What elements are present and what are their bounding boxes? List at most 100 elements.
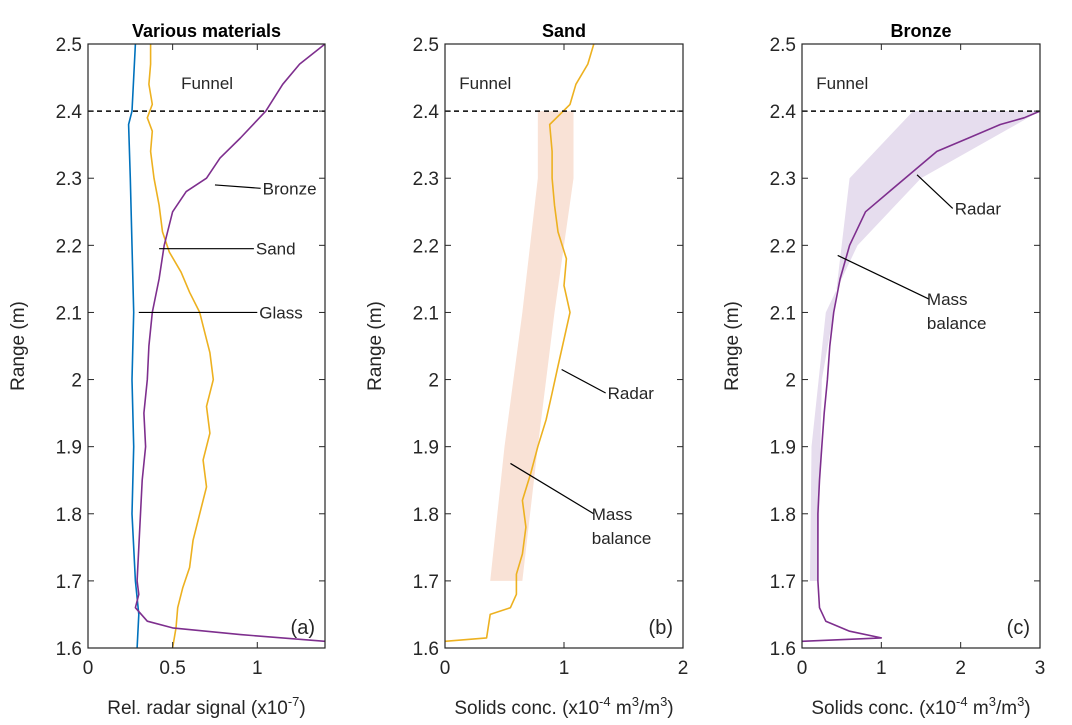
annotation-label: Mass balance: [927, 290, 987, 333]
y-tick-label: 1.7: [56, 572, 82, 593]
x-axis-label-text: ): [1024, 698, 1030, 719]
panel-title: Sand: [542, 21, 586, 41]
annotation-label: Glass: [259, 303, 302, 322]
y-tick-label: 1.7: [413, 572, 439, 593]
annotation-label: Bronze: [263, 179, 317, 198]
x-axis-label: Solids conc. (x10-4 m3/m3): [454, 694, 673, 719]
x-tick-label: 2: [678, 658, 689, 679]
x-axis-label-text: ): [667, 698, 673, 719]
panel-label: (b): [649, 617, 673, 639]
annotation-label: Radar: [608, 384, 655, 403]
y-axis-label: Range (m): [722, 301, 743, 391]
x-tick-label: 1: [252, 658, 263, 679]
annotation-leader: [561, 368, 606, 394]
annotation-label-line: Mass: [927, 290, 968, 309]
x-axis-label-text: m: [611, 698, 632, 719]
y-tick-label: 2.3: [56, 169, 82, 190]
x-axis-label-sup: 3: [989, 694, 996, 709]
y-tick-label: 2.1: [770, 303, 796, 324]
x-axis-label-text: /m: [996, 698, 1017, 719]
y-tick-label: 2.2: [770, 236, 796, 257]
y-tick-label: 2: [71, 371, 82, 392]
y-tick-label: 2.5: [56, 35, 82, 56]
y-tick-label: 1.9: [56, 438, 82, 459]
annotation-label: Sand: [256, 240, 296, 259]
y-tick-label: 1.9: [413, 438, 439, 459]
annotation-leader: [510, 462, 595, 515]
x-axis-label-text: ): [299, 698, 305, 719]
x-axis-label-sup: 3: [632, 694, 639, 709]
x-tick-label: 1: [876, 658, 887, 679]
series-line-radar: [802, 110, 1040, 643]
x-axis-label-text: Solids conc. (x10: [811, 698, 956, 719]
y-tick-label: 2.3: [770, 169, 796, 190]
panel-c: Funnel Radar Mass balance 1.6 1.7 1.8 1.9 2 2.1 2.…: [722, 21, 1045, 719]
y-tick-label: 1.8: [770, 505, 796, 526]
y-tick-label: 2.4: [770, 102, 797, 123]
x-axis-label-sup: -4: [599, 694, 611, 709]
panel-b: Funnel Radar Mass balance 1.6 1.7 1.8 1.9 2 2.1 2.…: [365, 21, 688, 719]
x-tick-label: 0: [440, 658, 451, 679]
x-axis-label-sup: -7: [288, 694, 300, 709]
y-tick-label: 1.9: [770, 438, 796, 459]
panel-label: (c): [1007, 617, 1030, 639]
funnel-label: Funnel: [181, 74, 233, 93]
y-tick-label: 1.8: [56, 505, 82, 526]
mass-balance-band: [490, 111, 574, 581]
y-axis-label: Range (m): [365, 301, 386, 391]
annotation-label-line: balance: [927, 314, 987, 333]
x-tick-label: 1: [559, 658, 570, 679]
x-axis-label-text: Rel. radar signal (x10: [107, 698, 288, 719]
panel-label: (a): [291, 617, 315, 639]
x-tick-label: 0: [797, 658, 808, 679]
x-tick-label: 2: [955, 658, 966, 679]
mass-balance-band: [809, 111, 1040, 581]
y-tick-label: 1.6: [413, 639, 439, 660]
y-tick-label: 2.4: [56, 102, 83, 123]
panel-title: Various materials: [132, 21, 281, 41]
x-axis-label: Solids conc. (x10-4 m3/m3): [811, 694, 1030, 719]
funnel-label: Funnel: [816, 74, 868, 93]
series-line-radar: [445, 44, 595, 643]
annotation-leader: [214, 184, 261, 189]
y-tick-label: 2.2: [413, 236, 439, 257]
panel-a: Funnel Bronze Sand Glass 1.6 1.7 1.8 1.9 2 2.1 2.2…: [8, 21, 326, 719]
y-axis-label: Range (m): [8, 301, 29, 391]
x-axis-label-sup: 3: [660, 694, 667, 709]
x-axis-label-text: /m: [639, 698, 660, 719]
y-tick-label: 2.1: [56, 303, 82, 324]
x-tick-label: 0: [83, 658, 94, 679]
y-tick-label: 1.6: [56, 639, 82, 660]
series-line-bronze: [134, 44, 325, 643]
x-tick-label: 0.5: [159, 658, 185, 679]
y-tick-label: 1.8: [413, 505, 439, 526]
x-axis-label-text: m: [968, 698, 989, 719]
y-tick-label: 2.1: [413, 303, 439, 324]
annotation-leader: [916, 174, 954, 209]
annotation-label-line: Mass: [592, 505, 633, 524]
y-tick-label: 2.2: [56, 236, 82, 257]
annotation-label: Radar: [955, 199, 1002, 218]
x-axis-label: Rel. radar signal (x10-7): [107, 694, 305, 719]
annotation-leader: [837, 254, 930, 300]
x-axis-label-sup: -4: [956, 694, 968, 709]
series-line-glass: [127, 44, 140, 648]
annotation-label-line: balance: [592, 529, 652, 548]
axes-frame: [87, 43, 326, 649]
annotation-label: Mass balance: [592, 505, 652, 548]
y-tick-label: 2.5: [413, 35, 439, 56]
y-tick-label: 2: [785, 371, 796, 392]
y-tick-label: 1.7: [770, 572, 796, 593]
y-tick-label: 2.5: [770, 35, 796, 56]
y-tick-label: 2.3: [413, 169, 439, 190]
y-tick-label: 1.6: [770, 639, 796, 660]
x-axis-label-text: Solids conc. (x10: [454, 698, 599, 719]
panel-title: Bronze: [890, 21, 951, 41]
x-tick-label: 3: [1035, 658, 1046, 679]
x-axis-label-sup: 3: [1017, 694, 1024, 709]
y-tick-label: 2: [428, 371, 439, 392]
series-line-sand: [146, 44, 215, 648]
y-tick-label: 2.4: [413, 102, 440, 123]
funnel-label: Funnel: [459, 74, 511, 93]
